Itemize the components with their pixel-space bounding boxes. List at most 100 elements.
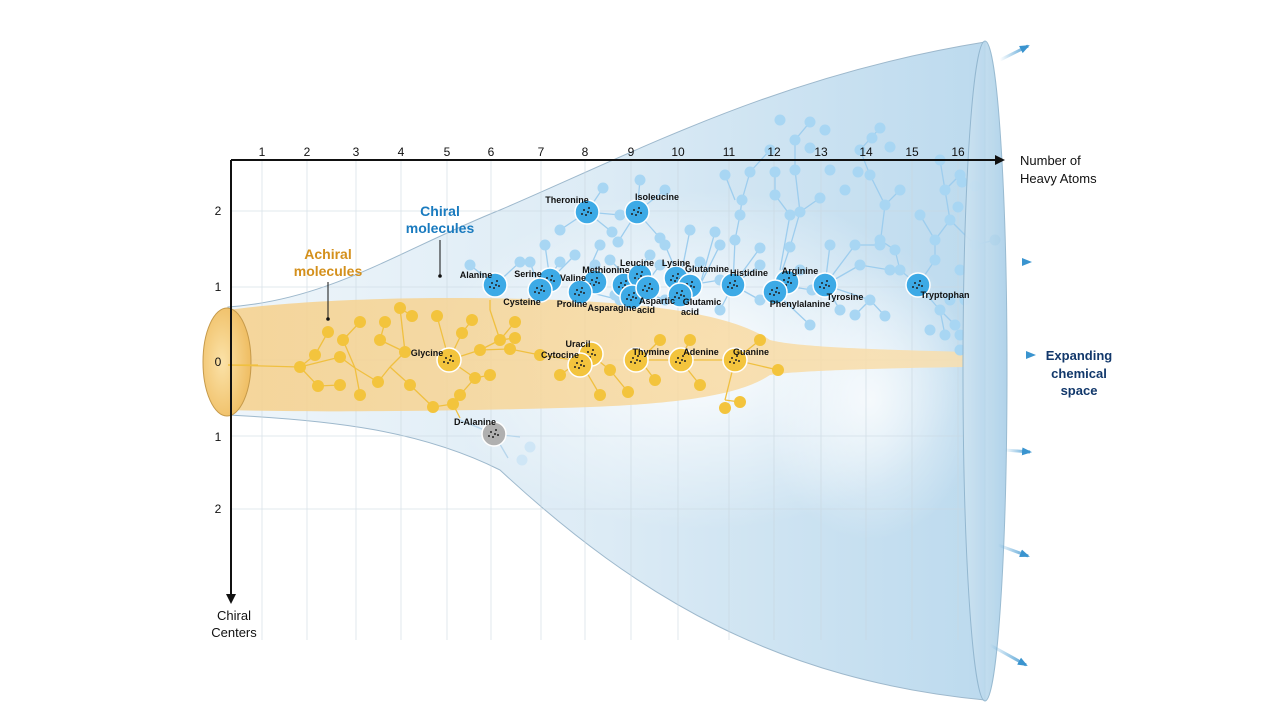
chiral-atom-node [894,264,906,276]
x-tick-label: 13 [814,145,828,159]
chiral-atom-node [789,164,801,176]
chiral-atom-node [854,144,866,156]
expansion-arrow [989,643,1028,667]
x-axis-title-line1: Number of [1020,153,1081,168]
glycine-molecule-atom [447,362,449,364]
chiral-atom-node [949,319,961,331]
tryptophan-molecule-atom [918,284,920,286]
glutamic-acid-molecule-atom [678,297,680,299]
guanine-molecule-atom [733,362,735,364]
chiral-atom-node [736,194,748,206]
chiral-atom-node [754,294,766,306]
chiral-atom-node [852,166,864,178]
tryptophan-molecule-atom [914,282,916,284]
achiral-atom-node [404,379,416,391]
chiral-atom-node [769,189,781,201]
label-arginine: Arginine [782,266,819,276]
achiral-atom-node [337,334,349,346]
valine-molecule-atom [596,277,598,279]
arginine-molecule-atom [788,277,790,279]
expansion-arrow [999,44,1030,62]
x-tick-label: 1 [259,145,266,159]
chiral-atom-node [944,294,956,306]
tyrosine-molecule-atom [819,286,821,288]
chiral-atom-node [854,259,866,271]
achiral-atom-node [654,334,666,346]
label-serine: Serine [514,269,542,279]
glutamic-acid-molecule-atom [680,294,682,296]
valine-molecule-atom [593,284,595,286]
achiral-atom-node [719,402,731,414]
chiral-atom-node [824,164,836,176]
achiral-atom-node [649,374,661,386]
achiral-atom-node [312,380,324,392]
serine-molecule-atom [546,277,548,279]
achiral-atom-node [322,326,334,338]
achiral-atom-node [427,401,439,413]
aspartic-acid-molecule-atom [648,287,650,289]
chiral-atom-node [849,239,861,251]
cytocine-molecule-atom [580,364,582,366]
cysteine-molecule-atom [536,287,538,289]
methionine-molecule-atom [618,286,620,288]
glycine-molecule-atom [443,361,445,363]
leucine-molecule-atom [634,277,636,279]
label-tryptophan: Tryptophan [921,290,970,300]
guanine-molecule-atom [731,357,733,359]
chiral-atom-node [866,132,878,144]
tryptophan-molecule-atom [921,285,923,287]
achiral-atom-node [534,349,546,361]
x-tick-label: 12 [767,145,781,159]
valine-molecule-atom [591,279,593,281]
serine-molecule-atom [551,275,553,277]
tryptophan-molecule [905,272,931,298]
arginine-molecule-atom [790,282,792,284]
chiral-atom-node [754,259,766,271]
glutamine-molecule-atom [691,281,693,283]
label-glutamine: Glutamine [685,264,729,274]
histidine-molecule [720,272,746,298]
label-d-alanine: D-Alanine [454,417,496,427]
valine-molecule-atom [598,282,600,284]
chiral-atom-node [754,242,766,254]
x-axis-title-line2: Heavy Atoms [1020,171,1097,186]
adenine-molecule-atom [679,362,681,364]
methionine-molecule-atom [624,284,626,286]
adenine-molecule-atom [675,361,677,363]
alanine-molecule-atom [493,287,495,289]
achiral-atom-node [374,334,386,346]
label-valine: Valine [560,273,586,283]
label-leucine: Leucine [620,258,654,268]
y-tick-label: 1 [215,430,222,444]
chiral-atom-node [929,254,941,266]
label-glycine: Glycine [411,348,444,358]
chiral-atom-node [644,249,656,261]
isoleucine-molecule-atom [631,213,633,215]
label-aspartic-line2: acid [637,305,655,315]
isoleucine-molecule-atom [633,209,635,211]
arginine-molecule-atom [783,279,785,281]
histidine-molecule-atom [727,286,729,288]
d-alanine-molecule-atom [497,434,499,436]
alanine-molecule [482,272,508,298]
chiral-atom-node [879,310,891,322]
achiral-atom-node [604,364,616,376]
chiral-bond [779,214,791,271]
achiral-atom-node [406,310,418,322]
proline-molecule-atom [578,294,580,296]
chiral-atom-node [914,209,926,221]
chiral-atom-node [954,264,966,276]
expansion-arrows [989,44,1036,667]
cytocine-molecule-atom [581,360,583,362]
glutamic-acid-molecule-atom [676,292,678,294]
histidine-molecule-atom [734,280,736,282]
chiral-atom-node [884,264,896,276]
chiral-atom-node [612,236,624,248]
tryptophan-molecule-atom [912,286,914,288]
uracil-molecule-atom [587,351,589,353]
chiral-bond [699,244,721,286]
achiral-atom-node [334,351,346,363]
achiral-label-pointer-dot [326,317,330,321]
guanine-molecule-atom [729,361,731,363]
expansion-arrow [1004,447,1032,456]
